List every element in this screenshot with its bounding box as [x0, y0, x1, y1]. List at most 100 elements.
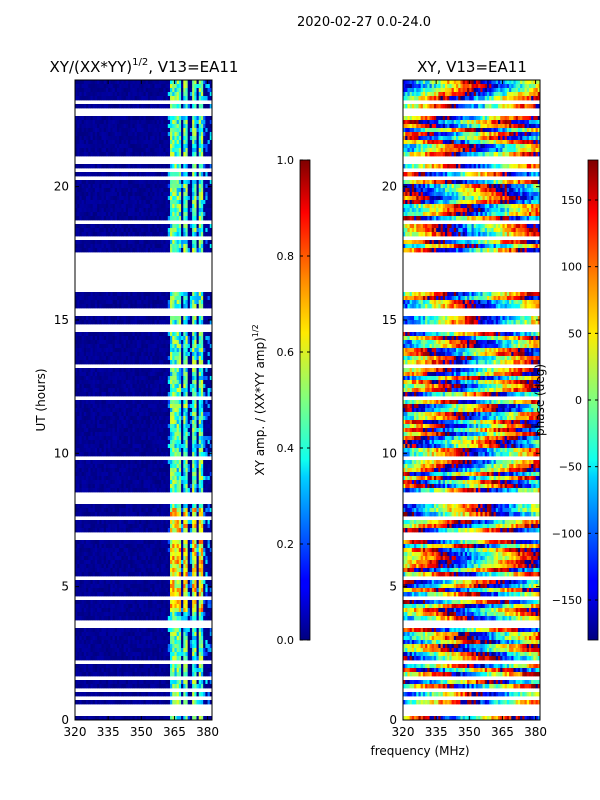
heatmap-cell — [147, 204, 151, 209]
heatmap-cell — [209, 200, 213, 205]
heatmap-cell — [116, 212, 120, 217]
heatmap-cell — [167, 240, 171, 245]
heatmap-cell — [97, 232, 100, 237]
heatmap-cell — [110, 224, 113, 229]
heatmap-cell — [132, 124, 136, 129]
heatmap-cell — [79, 80, 83, 85]
heatmap-cell — [130, 240, 133, 245]
heatmap-cell — [192, 232, 195, 237]
heatmap-cell — [176, 80, 180, 85]
heatmap-cell — [108, 240, 111, 245]
heatmap-cell — [139, 152, 142, 157]
heatmap-cell — [156, 196, 160, 201]
heatmap-cell — [86, 192, 89, 197]
heatmap-cell — [158, 88, 162, 93]
heatmap-cell — [209, 164, 213, 169]
heatmap-cell — [196, 292, 200, 297]
heatmap-cell — [88, 140, 91, 145]
heatmap-cell — [207, 148, 211, 153]
heatmap-cell — [108, 292, 111, 297]
heatmap-cell — [170, 300, 173, 305]
heatmap-cell — [145, 204, 149, 209]
heatmap-cell — [207, 212, 211, 217]
heatmap-cell — [205, 120, 208, 125]
heatmap-cell — [178, 204, 182, 209]
heatmap-cell — [189, 316, 193, 321]
heatmap-cell — [77, 116, 80, 121]
heatmap-cell — [77, 228, 80, 233]
heatmap-cell — [121, 80, 125, 85]
heatmap-cell — [132, 80, 136, 85]
heatmap-cell — [178, 124, 182, 129]
heatmap-cell — [92, 208, 96, 213]
heatmap-cell — [205, 164, 208, 169]
heatmap-cell — [194, 80, 197, 85]
heatmap-cell — [198, 212, 202, 217]
heatmap-cell — [172, 116, 175, 121]
heatmap-cell — [119, 240, 122, 245]
heatmap-cell — [143, 84, 147, 89]
heatmap-cell — [189, 320, 193, 325]
heatmap-cell — [130, 196, 133, 201]
heatmap-cell — [121, 292, 125, 297]
heatmap-cell — [200, 248, 204, 253]
heatmap-cell — [172, 84, 175, 89]
heatmap-cell — [105, 188, 109, 193]
heatmap-cell — [154, 300, 158, 305]
heatmap-cell — [174, 132, 178, 137]
heatmap-cell — [77, 132, 80, 137]
heatmap-cell — [108, 136, 111, 141]
heatmap-cell — [97, 104, 100, 109]
heatmap-cell — [147, 212, 151, 217]
heatmap-cell — [178, 216, 182, 221]
heatmap-cell — [196, 140, 200, 145]
heatmap-cell — [192, 212, 195, 217]
heatmap-cell — [161, 212, 164, 217]
heatmap-cell — [170, 84, 173, 89]
heatmap-cell — [125, 164, 129, 169]
heatmap-cell — [94, 128, 98, 133]
heatmap-cell — [143, 232, 147, 237]
heatmap-cell — [114, 244, 118, 249]
heatmap-cell — [75, 172, 78, 177]
heatmap-cell — [163, 164, 166, 169]
heatmap-cell — [150, 208, 153, 213]
heatmap-cell — [176, 184, 180, 189]
heatmap-cell — [99, 292, 102, 297]
heatmap-cell — [86, 88, 89, 93]
heatmap-cell — [121, 248, 125, 253]
heatmap-cell — [86, 136, 89, 141]
heatmap-cell — [136, 124, 140, 129]
heatmap-cell — [97, 180, 100, 185]
heatmap-cell — [167, 144, 171, 149]
heatmap-cell — [128, 208, 131, 213]
heatmap-cell — [145, 188, 149, 193]
heatmap-cell — [90, 132, 94, 137]
heatmap-cell — [189, 332, 193, 337]
heatmap-cell — [189, 88, 193, 93]
heatmap-cell — [152, 188, 155, 193]
heatmap-cell — [178, 192, 182, 197]
heatmap-cell — [108, 80, 111, 85]
heatmap-cell — [97, 216, 100, 221]
heatmap-cell — [152, 144, 155, 149]
heatmap-cell — [75, 96, 78, 101]
heatmap-cell — [79, 164, 83, 169]
heatmap-cell — [183, 216, 186, 221]
heatmap-cell — [178, 172, 182, 177]
heatmap-cell — [86, 132, 89, 137]
heatmap-cell — [209, 224, 213, 229]
heatmap-cell — [163, 136, 166, 141]
heatmap-cell — [176, 132, 180, 137]
heatmap-cell — [183, 244, 186, 249]
heatmap-cell — [192, 180, 195, 185]
heatmap-cell — [192, 188, 195, 193]
heatmap-cell — [75, 244, 78, 249]
heatmap-cell — [101, 332, 105, 337]
heatmap-cell — [99, 96, 102, 101]
heatmap-cell — [139, 228, 142, 233]
heatmap-cell — [145, 332, 149, 337]
heatmap-cell — [176, 116, 180, 121]
heatmap-cell — [198, 244, 202, 249]
heatmap-cell — [81, 200, 85, 205]
